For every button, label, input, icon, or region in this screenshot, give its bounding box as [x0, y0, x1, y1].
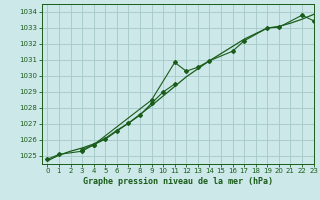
X-axis label: Graphe pression niveau de la mer (hPa): Graphe pression niveau de la mer (hPa)	[83, 177, 273, 186]
